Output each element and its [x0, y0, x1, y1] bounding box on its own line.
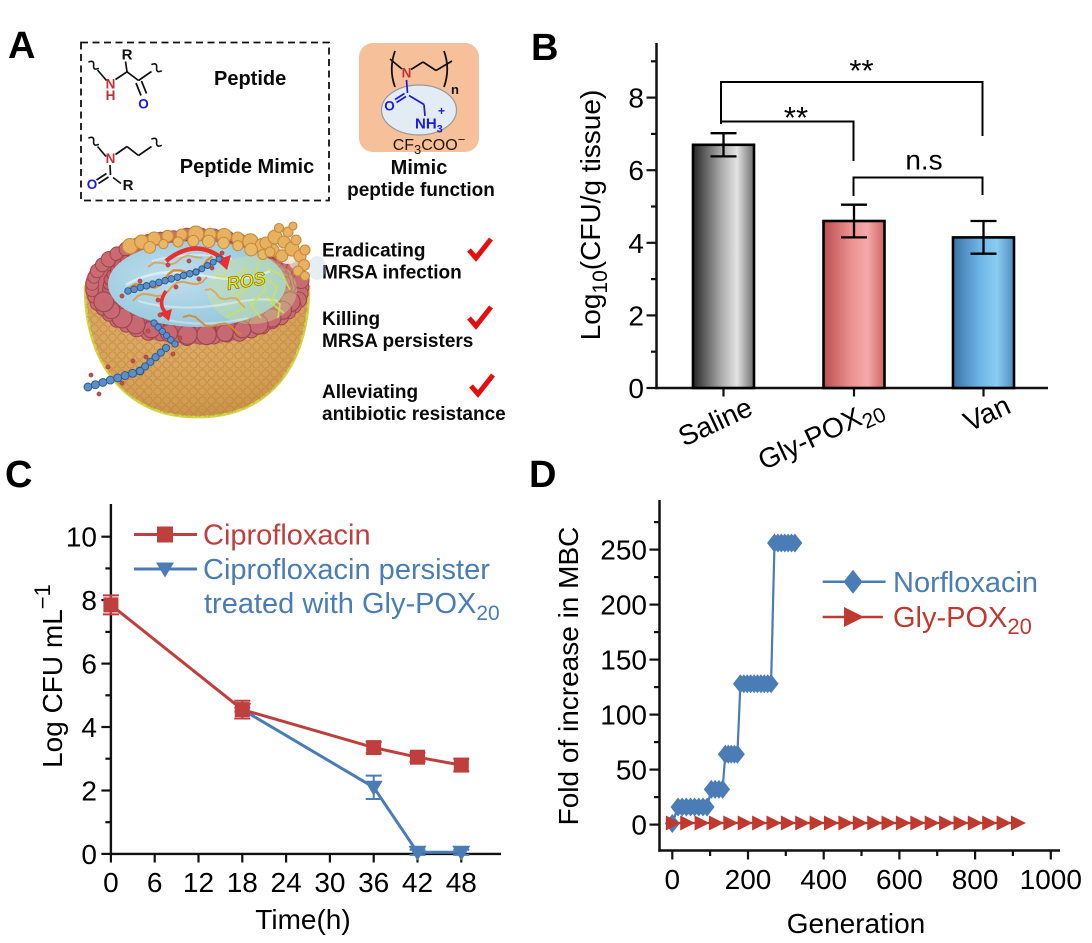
svg-text:B: B: [531, 27, 558, 69]
svg-text:N: N: [106, 151, 116, 166]
svg-text:R: R: [122, 47, 133, 64]
svg-text:peptide function: peptide function: [347, 180, 495, 201]
svg-text:MRSA persisters: MRSA persisters: [322, 331, 473, 352]
svg-text:Log CFU mL−1: Log CFU mL−1: [30, 584, 68, 768]
svg-text:12: 12: [183, 867, 214, 898]
svg-text:600: 600: [876, 864, 923, 895]
svg-text:Mimic: Mimic: [391, 157, 448, 179]
svg-text:N: N: [106, 77, 116, 92]
svg-text:30: 30: [314, 867, 345, 898]
svg-text:n.s: n.s: [905, 145, 942, 176]
svg-text:**: **: [784, 100, 808, 135]
svg-text:Alleviating: Alleviating: [322, 382, 418, 403]
svg-text:H: H: [106, 88, 116, 103]
svg-text:CF3COO−: CF3COO−: [393, 132, 466, 157]
svg-text:4: 4: [81, 712, 97, 743]
svg-text:NH3: NH3: [415, 116, 443, 136]
svg-text:O: O: [87, 177, 98, 192]
svg-text:**: **: [849, 53, 873, 88]
svg-text:0: 0: [103, 867, 119, 898]
svg-text:Ciprofloxacin: Ciprofloxacin: [203, 520, 371, 552]
svg-text:Saline: Saline: [673, 391, 757, 452]
svg-text:24: 24: [271, 867, 302, 898]
svg-text:6: 6: [628, 155, 644, 186]
svg-text:D: D: [529, 454, 556, 496]
svg-text:18: 18: [227, 867, 258, 898]
svg-text:50: 50: [616, 755, 647, 786]
svg-text:100: 100: [600, 700, 647, 731]
svg-text:0: 0: [628, 373, 644, 404]
svg-text:0: 0: [81, 839, 97, 870]
svg-text:6: 6: [147, 867, 163, 898]
svg-text:Time(h): Time(h): [255, 904, 350, 935]
svg-text:Van: Van: [959, 389, 1015, 437]
svg-text:150: 150: [600, 645, 647, 676]
svg-text:8: 8: [81, 585, 97, 616]
svg-text:2: 2: [628, 300, 644, 331]
svg-text:10: 10: [66, 522, 97, 553]
svg-text:Log10(CFU/g tissue): Log10(CFU/g tissue): [575, 90, 612, 341]
svg-text:A: A: [8, 25, 35, 67]
svg-text:400: 400: [800, 864, 847, 895]
svg-text:R: R: [123, 177, 134, 194]
svg-text:Norfloxacin: Norfloxacin: [893, 567, 1038, 599]
svg-text:2: 2: [81, 776, 97, 807]
svg-text:0: 0: [631, 810, 647, 841]
svg-text:200: 200: [600, 590, 647, 621]
svg-text:n: n: [451, 82, 459, 97]
svg-text:MRSA infection: MRSA infection: [322, 263, 462, 284]
svg-text:Eradicating: Eradicating: [322, 241, 425, 262]
svg-text:4: 4: [628, 228, 644, 259]
svg-text:0: 0: [665, 864, 681, 895]
svg-text:250: 250: [600, 535, 647, 566]
svg-text:800: 800: [952, 864, 999, 895]
svg-text:O: O: [138, 97, 149, 112]
svg-text:treated with Gly-POX20: treated with Gly-POX20: [204, 588, 500, 625]
svg-text:6: 6: [81, 649, 97, 680]
svg-text:Gly-POX20: Gly-POX20: [893, 602, 1032, 639]
svg-text:42: 42: [402, 867, 433, 898]
svg-text:Ciprofloxacin persister: Ciprofloxacin persister: [203, 554, 490, 586]
svg-text:8: 8: [628, 83, 644, 114]
svg-text:36: 36: [358, 867, 389, 898]
svg-text:O: O: [384, 99, 395, 114]
svg-text:48: 48: [446, 867, 477, 898]
svg-text:C: C: [5, 454, 32, 496]
svg-text:+: +: [438, 104, 445, 118]
svg-text:Fold of increase in MBC: Fold of increase in MBC: [553, 527, 584, 826]
svg-text:Peptide Mimic: Peptide Mimic: [180, 156, 314, 178]
svg-text:Killing: Killing: [322, 309, 380, 330]
svg-text:Peptide: Peptide: [214, 68, 286, 90]
svg-text:200: 200: [725, 864, 772, 895]
svg-text:1000: 1000: [1020, 864, 1082, 895]
svg-text:antibiotic resistance: antibiotic resistance: [322, 404, 506, 425]
svg-text:N: N: [402, 66, 412, 81]
svg-text:Gly-POX20: Gly-POX20: [753, 391, 890, 480]
svg-text:Generation: Generation: [787, 908, 926, 939]
